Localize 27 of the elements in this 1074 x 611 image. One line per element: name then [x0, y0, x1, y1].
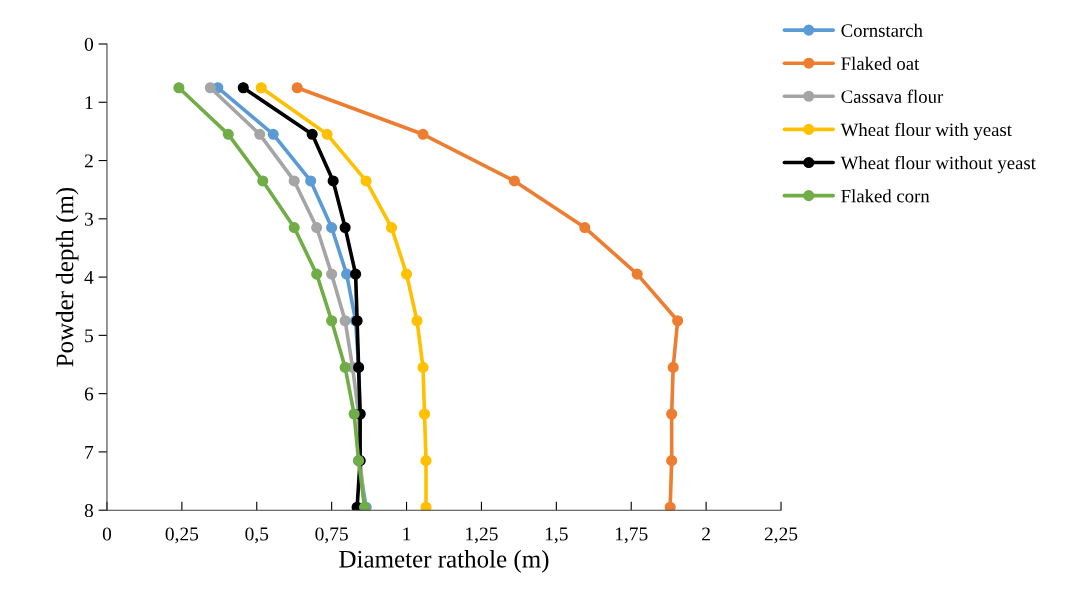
x-tick-label: 1,5	[545, 527, 568, 544]
legend-label: Cornstarch	[841, 23, 923, 37]
x-tick-label: 0,75	[315, 527, 348, 544]
y-tick-label: 5	[85, 329, 94, 343]
x-tick-label: 0	[102, 527, 112, 541]
y-tick-label: 7	[85, 445, 94, 459]
legend-label: Cassava flour	[841, 89, 944, 103]
x-tick-label: 0,5	[245, 527, 269, 544]
y-tick-label: 3	[84, 212, 94, 226]
x-tick-label: 2	[702, 527, 710, 541]
y-tick-label: 1	[85, 96, 93, 110]
x-tick-label: 1	[403, 527, 411, 541]
legend-label: Flaked oat	[841, 56, 920, 70]
y-tick-label: 8	[84, 504, 94, 518]
x-tick-label: 1,25	[466, 527, 498, 544]
y-tick-label: 0	[84, 37, 94, 51]
legend-label: Flaked corn	[841, 189, 930, 203]
y-tick-label: 2	[84, 154, 93, 168]
x-tick-label: 1,75	[615, 527, 648, 544]
x-tick-label: 0,25	[165, 527, 199, 544]
legend-label: Wheat flour without yeast	[840, 155, 1036, 174]
x-axis-title: Diameter rathole (m)	[339, 550, 549, 573]
y-axis-title: Powder depth (m)	[55, 187, 79, 367]
legend-label: Wheat flour with yeast	[840, 122, 1012, 140]
y-tick-label: 4	[84, 271, 94, 284]
y-tick-label: 6	[84, 387, 94, 401]
x-tick-label: 2,25	[764, 527, 798, 544]
